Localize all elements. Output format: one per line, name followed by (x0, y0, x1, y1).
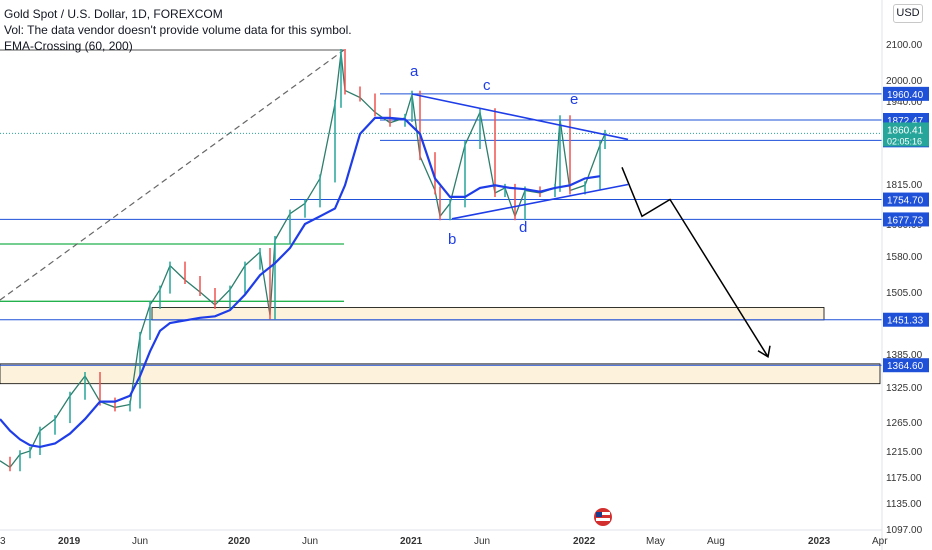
x-tick-label-5: 2021 (400, 536, 423, 547)
x-tick-label-6: Jun (474, 536, 490, 547)
volume-note: Vol: The data vendor doesn't provide vol… (4, 23, 352, 37)
trend-dashed-line (0, 49, 345, 301)
wave-label-d: d (519, 219, 527, 236)
y-tick-label-9: 1325.00 (886, 383, 923, 394)
price-tag-bg-3 (883, 192, 929, 207)
price-tag-5: 1451.33 (887, 316, 924, 327)
triangle-lower-line (451, 183, 629, 220)
projection-line (621, 167, 769, 358)
x-tick-label-3: 2020 (228, 536, 251, 547)
y-tick-label-2: 1940.00 (886, 97, 923, 108)
x-tick-label-0: 3 (0, 536, 6, 547)
projection-arrowhead (757, 345, 771, 358)
price-series (0, 49, 606, 472)
horizontal-levels (0, 49, 882, 366)
current-price-tag: 1860.41 (887, 125, 924, 136)
price-tag-3: 1754.70 (887, 196, 924, 207)
indicator-name[interactable]: EMA-Crossing (60, 200) (4, 39, 133, 53)
price-tag-6: 1364.60 (887, 361, 924, 372)
chart-legend: Gold Spot / U.S. Dollar, 1D, FOREXCOM Vo… (4, 6, 352, 54)
triangle-pattern (411, 93, 629, 220)
wave-label-c: c (483, 77, 491, 94)
y-tick-label-10: 1265.00 (886, 418, 923, 429)
demand-zone-0 (151, 307, 825, 321)
x-tick-label-11: Apr (872, 536, 888, 547)
projection-path (621, 167, 771, 358)
y-tick-label-7: 1505.00 (886, 288, 923, 299)
x-tick-label-7: 2022 (573, 536, 596, 547)
ema-series (0, 116, 601, 449)
symbol-title[interactable]: Gold Spot / U.S. Dollar, 1D, FOREXCOM (4, 7, 223, 21)
x-tick-label-10: 2023 (808, 536, 831, 547)
price-axis: 2100.002000.001940.001872.471815.001660.… (881, 0, 929, 550)
x-tick-label-2: Jun (132, 536, 148, 547)
wave-label-b: b (448, 231, 456, 248)
currency-button[interactable]: USD (893, 4, 923, 23)
demand-zone-1 (0, 363, 881, 385)
price-tag-bg-0 (883, 86, 929, 101)
x-tick-label-4: Jun (302, 536, 318, 547)
current-price-tag-bg (883, 122, 929, 147)
y-tick-label-1: 2000.00 (886, 76, 923, 87)
price-tag-bg-6 (883, 358, 929, 373)
countdown-tag: 02:05:16 (887, 136, 922, 146)
y-tick-label-8: 1385.00 (886, 350, 923, 361)
price-tag-0: 1960.40 (887, 90, 924, 101)
flag-icon[interactable] (594, 508, 612, 526)
price-tag-4: 1677.73 (887, 215, 924, 226)
wave-label-a: a (410, 63, 419, 80)
y-tick-label-11: 1215.00 (886, 447, 923, 458)
triangle-upper-line (411, 93, 629, 141)
time-axis: 3 2019 Jun 2020 Jun 2021 Jun 2022 May Aug 2023 Apr (0, 529, 888, 547)
supply-demand-zones (0, 307, 881, 385)
y-tick-label-14: 1097.00 (886, 525, 923, 536)
y-tick-label-6: 1580.00 (886, 252, 923, 263)
price-tag-1: 1872.47 (887, 116, 924, 127)
x-tick-label-1: 2019 (58, 536, 81, 547)
x-tick-label-8: May (646, 536, 665, 547)
y-tick-label-12: 1175.00 (886, 473, 922, 484)
wave-labels: a b c d e (410, 63, 578, 248)
y-tick-label-0: 2100.00 (886, 40, 923, 51)
y-tick-label-4: 1815.00 (886, 180, 923, 191)
ema-line (0, 116, 601, 449)
price-tag-bg-5 (883, 312, 929, 327)
wave-label-e: e (570, 91, 578, 108)
x-tick-label-9: Aug (707, 536, 725, 547)
y-tick-label-13: 1135.00 (886, 499, 922, 510)
price-tag-bg-4 (883, 212, 929, 227)
